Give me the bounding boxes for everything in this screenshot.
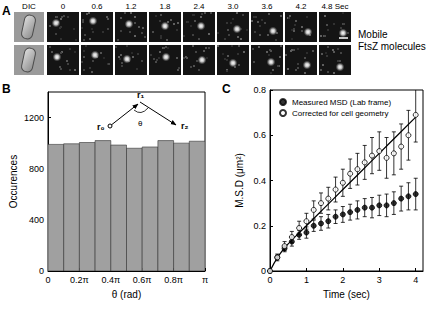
- svg-text:2.4: 2.4: [193, 2, 205, 11]
- svg-text:Time (sec): Time (sec): [323, 289, 370, 300]
- svg-text:Corrected for cell geometry: Corrected for cell geometry: [292, 109, 388, 118]
- svg-text:Occurences: Occurences: [8, 155, 19, 208]
- svg-text:0: 0: [61, 2, 66, 11]
- svg-text:0.6π: 0.6π: [133, 275, 152, 285]
- html-text:C: C: [222, 82, 231, 96]
- svg-text:0.4: 0.4: [253, 176, 266, 186]
- svg-text:1.2: 1.2: [125, 2, 137, 11]
- svg-text:0.2: 0.2: [253, 221, 266, 231]
- svg-text:θ: θ: [138, 119, 143, 128]
- svg-text:0.6: 0.6: [91, 2, 103, 11]
- svg-text:Mobile: Mobile: [358, 29, 388, 40]
- svg-text:M.S.D (μm²): M.S.D (μm²): [234, 153, 245, 208]
- svg-text:0.8: 0.8: [253, 85, 266, 95]
- html-text:B: B: [2, 82, 11, 96]
- svg-text:0.6: 0.6: [253, 130, 266, 140]
- svg-text:0.2π: 0.2π: [70, 275, 89, 285]
- svg-text:400: 400: [29, 215, 44, 225]
- svg-text:θ (rad): θ (rad): [112, 289, 141, 300]
- svg-text:1.8: 1.8: [159, 2, 171, 11]
- svg-text:DIC: DIC: [22, 2, 36, 11]
- svg-text:3: 3: [377, 275, 382, 285]
- svg-text:Measured MSD (Lab frame): Measured MSD (Lab frame): [292, 98, 391, 107]
- svg-text:1200: 1200: [24, 113, 44, 123]
- svg-text:4.2: 4.2: [295, 2, 307, 11]
- svg-text:800: 800: [29, 164, 44, 174]
- svg-text:1: 1: [304, 275, 309, 285]
- svg-text:0: 0: [267, 275, 272, 285]
- html-text:A: A: [2, 4, 11, 18]
- svg-text:r₂: r₂: [181, 121, 189, 131]
- svg-text:FtsZ molecules: FtsZ molecules: [358, 41, 426, 52]
- svg-text:π: π: [202, 275, 208, 285]
- svg-text:r₀: r₀: [97, 122, 105, 132]
- svg-text:3.6: 3.6: [261, 2, 273, 11]
- svg-text:0: 0: [45, 275, 50, 285]
- svg-text:0.8π: 0.8π: [164, 275, 183, 285]
- svg-text:0.4π: 0.4π: [101, 275, 120, 285]
- svg-text:0: 0: [39, 266, 44, 276]
- svg-text:3.0: 3.0: [227, 2, 239, 11]
- svg-text:r₁: r₁: [137, 90, 145, 100]
- svg-text:4.8 Sec: 4.8 Sec: [321, 2, 348, 11]
- svg-text:0: 0: [261, 266, 266, 276]
- svg-text:2: 2: [340, 275, 345, 285]
- svg-text:4: 4: [413, 275, 418, 285]
